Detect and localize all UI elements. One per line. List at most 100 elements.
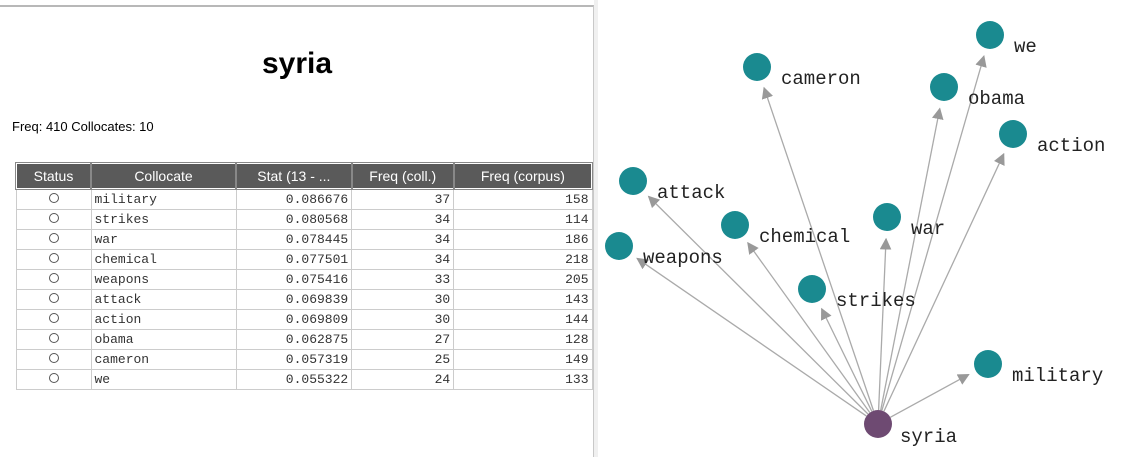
collocate-cell: war bbox=[90, 229, 237, 250]
status-icon[interactable] bbox=[48, 372, 60, 384]
number-cell: 158 bbox=[453, 188, 593, 210]
number-cell: 0.078445 bbox=[235, 229, 353, 250]
collocate-node[interactable] bbox=[798, 275, 826, 303]
collocate-node[interactable] bbox=[873, 203, 901, 231]
edge bbox=[747, 241, 871, 414]
number-cell: 0.069839 bbox=[235, 289, 353, 310]
collocate-cell: we bbox=[90, 369, 237, 390]
collocate-cell: attack bbox=[90, 289, 237, 310]
node-label: action bbox=[1037, 135, 1105, 157]
table-row: attack 0.069839 30 143 bbox=[15, 289, 593, 310]
number-cell: 30 bbox=[351, 289, 455, 310]
number-cell: 149 bbox=[453, 349, 593, 370]
edge bbox=[880, 107, 944, 411]
number-cell: 25 bbox=[351, 349, 455, 370]
collocation-graph: military strikes war chemical weapons attack a… bbox=[605, 21, 1105, 448]
collocate-node[interactable] bbox=[743, 53, 771, 81]
table-row: war 0.078445 34 186 bbox=[15, 229, 593, 250]
number-cell: 114 bbox=[453, 209, 593, 230]
number-cell: 0.080568 bbox=[235, 209, 353, 230]
edge bbox=[889, 373, 970, 418]
status-cell bbox=[15, 188, 92, 210]
edge bbox=[881, 55, 987, 411]
collocate-node[interactable] bbox=[999, 120, 1027, 148]
number-cell: 128 bbox=[453, 329, 593, 350]
collocate-cell: strikes bbox=[90, 209, 237, 230]
collocate-cell: cameron bbox=[90, 349, 237, 370]
number-cell: 30 bbox=[351, 309, 455, 330]
node-label: attack bbox=[657, 182, 725, 204]
status-cell bbox=[15, 229, 92, 250]
status-cell bbox=[15, 209, 92, 230]
column-header: Freq (corpus) bbox=[452, 162, 594, 190]
status-cell bbox=[15, 369, 92, 390]
status-icon[interactable] bbox=[48, 332, 60, 344]
edge bbox=[883, 152, 1005, 412]
number-cell: 218 bbox=[453, 249, 593, 270]
table-row: military 0.086676 37 158 bbox=[15, 188, 593, 210]
status-icon[interactable] bbox=[48, 232, 60, 244]
collocate-node[interactable] bbox=[721, 211, 749, 239]
edge bbox=[647, 195, 869, 415]
number-cell: 0.069809 bbox=[235, 309, 353, 330]
status-cell bbox=[15, 269, 92, 290]
collocate-cell: weapons bbox=[90, 269, 237, 290]
collocate-node[interactable] bbox=[619, 167, 647, 195]
status-icon[interactable] bbox=[48, 272, 60, 284]
node-label: weapons bbox=[643, 247, 723, 269]
number-cell: 34 bbox=[351, 209, 455, 230]
number-cell: 0.057319 bbox=[235, 349, 353, 370]
number-cell: 27 bbox=[351, 329, 455, 350]
node-label: war bbox=[911, 218, 945, 240]
number-cell: 186 bbox=[453, 229, 593, 250]
column-header: Collocate bbox=[89, 162, 238, 190]
status-icon[interactable] bbox=[48, 212, 60, 224]
table-body: military 0.086676 37 158 strikes 0.080568 34 11… bbox=[15, 188, 593, 390]
edge bbox=[761, 86, 875, 411]
info: Freq: 410 Collocates: 10 bbox=[12, 119, 154, 134]
number-cell: 0.062875 bbox=[235, 329, 353, 350]
number-cell: 144 bbox=[453, 309, 593, 330]
node-label: cameron bbox=[781, 68, 861, 90]
center-node[interactable] bbox=[864, 410, 892, 438]
number-cell: 37 bbox=[351, 188, 455, 210]
collocate-cell: military bbox=[90, 188, 237, 210]
column-header: Freq (coll.) bbox=[350, 162, 455, 190]
number-cell: 33 bbox=[351, 269, 455, 290]
status-icon[interactable] bbox=[48, 192, 60, 204]
status-icon[interactable] bbox=[48, 312, 60, 324]
status-icon[interactable] bbox=[48, 252, 60, 264]
collocate-node[interactable] bbox=[974, 350, 1002, 378]
splitter[interactable] bbox=[594, 0, 598, 457]
number-cell: 0.077501 bbox=[235, 249, 353, 270]
table-row: chemical 0.077501 34 218 bbox=[15, 249, 593, 270]
table-row: strikes 0.080568 34 114 bbox=[15, 209, 593, 230]
edge bbox=[821, 307, 873, 412]
status-cell bbox=[15, 249, 92, 270]
node-title: syria bbox=[261, 47, 333, 80]
node-label: obama bbox=[968, 88, 1025, 110]
number-cell: 24 bbox=[351, 369, 455, 390]
table-row: cameron 0.057319 25 149 bbox=[15, 349, 593, 370]
collocate-node[interactable] bbox=[605, 232, 633, 260]
number-cell: 205 bbox=[453, 269, 593, 290]
number-cell: 0.086676 bbox=[235, 188, 353, 210]
table-row: we 0.055322 24 133 bbox=[15, 369, 593, 390]
collocate-cell: obama bbox=[90, 329, 237, 350]
status-icon[interactable] bbox=[48, 352, 60, 364]
collocate-node[interactable] bbox=[976, 21, 1004, 49]
node-label: military bbox=[1012, 365, 1103, 387]
collocate-cell: chemical bbox=[90, 249, 237, 270]
number-cell: 34 bbox=[351, 249, 455, 270]
node-label: strikes bbox=[836, 290, 916, 312]
status-icon[interactable] bbox=[48, 292, 60, 304]
table-row: action 0.069809 30 144 bbox=[15, 309, 593, 330]
number-cell: 0.075416 bbox=[235, 269, 353, 290]
status-cell bbox=[15, 349, 92, 370]
header-row: Status Collocate Stat (13 - ... Freq (coll.… bbox=[15, 162, 594, 190]
collocate-node[interactable] bbox=[930, 73, 958, 101]
node-label: we bbox=[1014, 36, 1037, 58]
table-row: obama 0.062875 27 128 bbox=[15, 329, 593, 350]
column-header: Status bbox=[15, 162, 92, 190]
